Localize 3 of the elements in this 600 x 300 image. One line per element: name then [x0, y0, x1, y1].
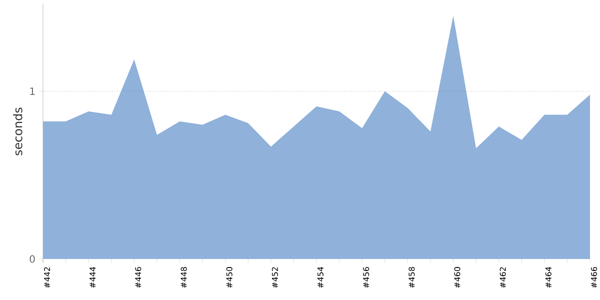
y-axis-title: seconds: [13, 108, 22, 156]
y-tick-label: 1: [30, 88, 35, 95]
y-tick-label: 0: [30, 255, 35, 263]
